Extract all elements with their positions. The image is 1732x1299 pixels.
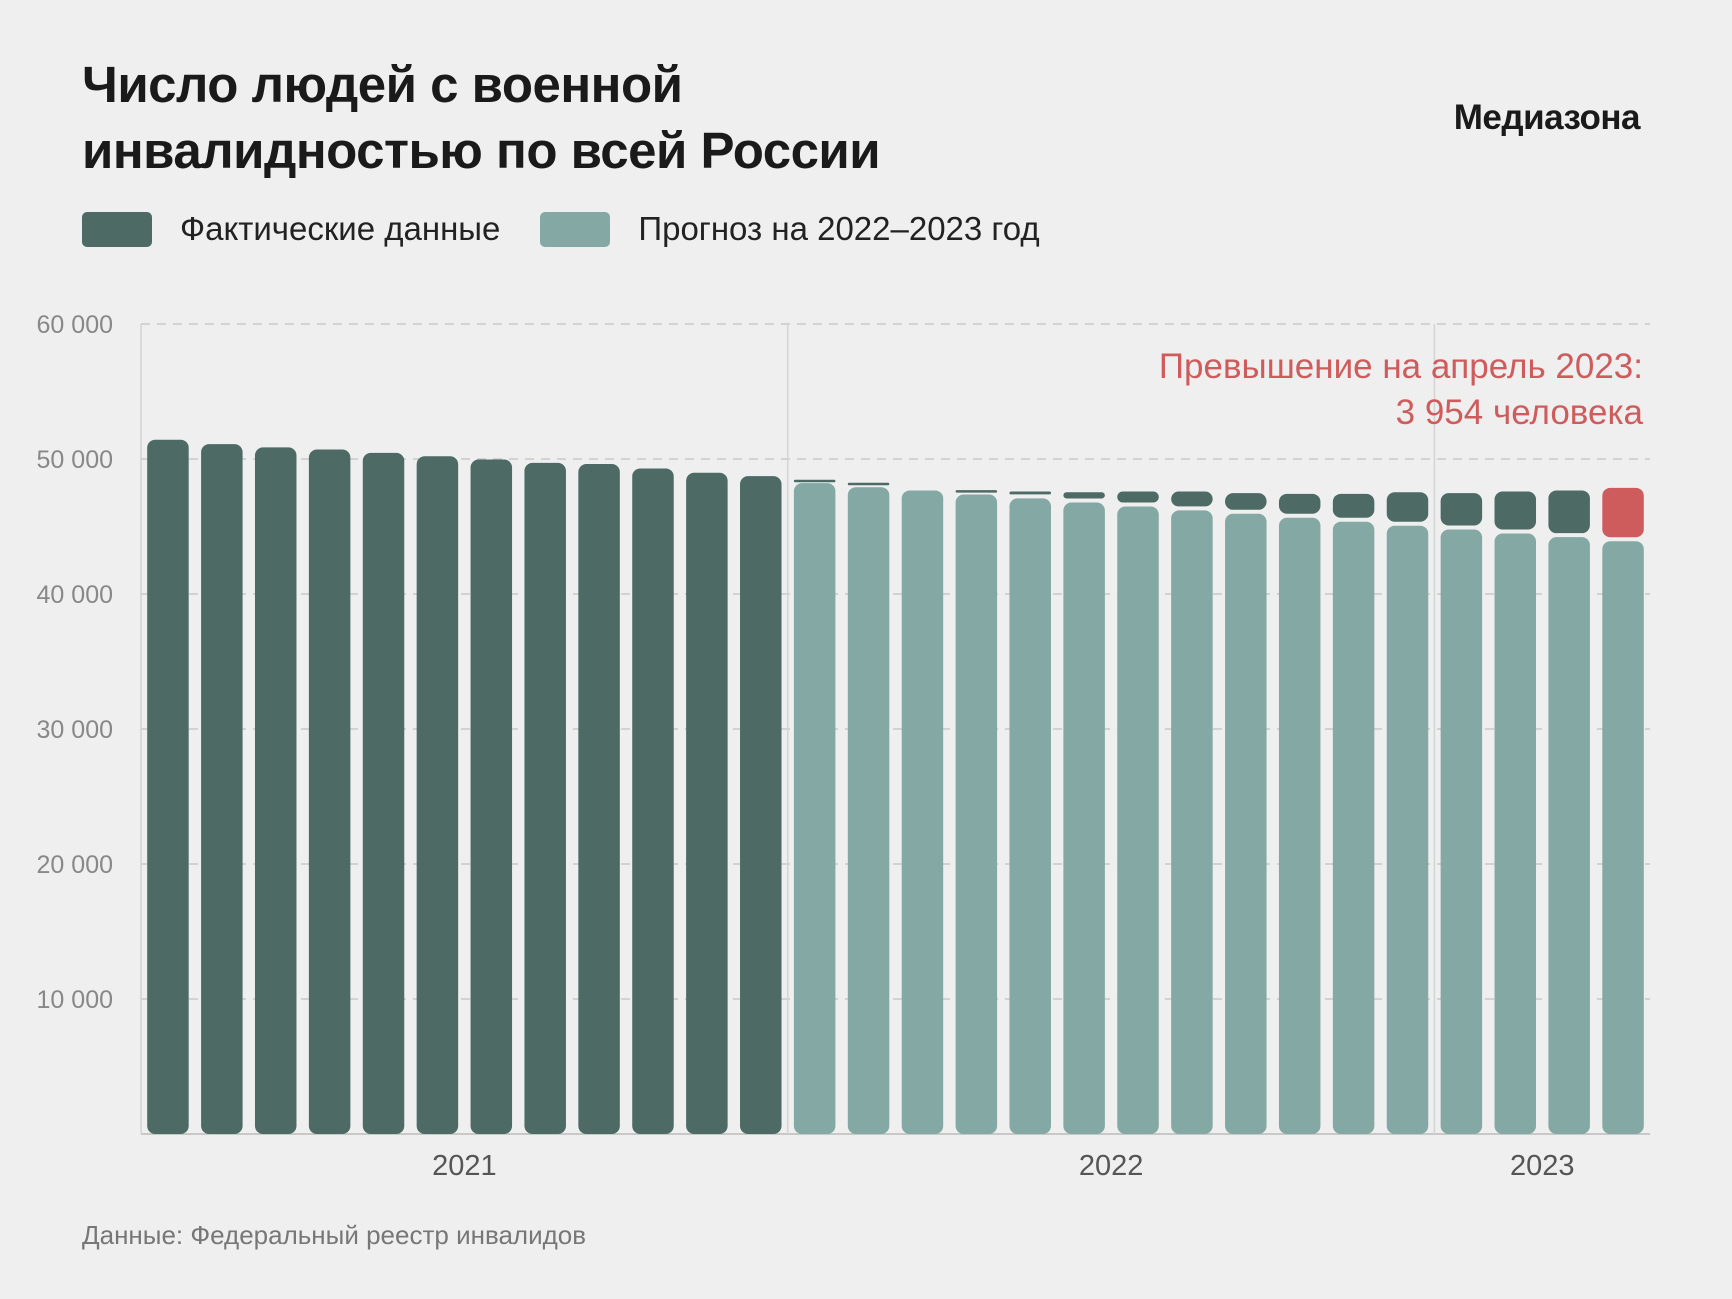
y-tick-label: 40 000: [37, 581, 113, 609]
bar-actual-2021: [254, 447, 297, 1134]
bar-actual-2021: [686, 472, 728, 1134]
bar-excess-actual: [1278, 493, 1321, 514]
legend-item-actual: Фактические данные: [82, 210, 500, 248]
legend-swatch-actual: [82, 211, 152, 247]
bar-actual-2021: [308, 449, 351, 1134]
bar-forecast: [1063, 502, 1105, 1135]
mediazona-logo: Медиазона: [1453, 98, 1641, 137]
bar-excess-actual: [847, 482, 890, 486]
legend: Фактические данные Прогноз на 2022–2023 …: [82, 210, 1080, 248]
title-line-2: инвалидностью по всей России: [82, 122, 881, 179]
bar-excess-actual: [1171, 491, 1213, 507]
bar-excess-actual: [1063, 492, 1105, 499]
bar-actual-2021: [524, 462, 566, 1134]
legend-item-forecast: Прогноз на 2022–2023 год: [540, 210, 1040, 248]
bar-forecast: [847, 487, 890, 1135]
legend-swatch-forecast: [540, 211, 611, 247]
bar-excess-actual: [1440, 493, 1483, 526]
bar-forecast: [901, 490, 944, 1135]
annotation-line-2: 3 954 человека: [1396, 393, 1644, 432]
bar-actual-2021: [362, 452, 405, 1134]
y-tick-label: 60 000: [37, 311, 113, 339]
bar-forecast: [1440, 529, 1483, 1134]
x-year-label: 2023: [1510, 1150, 1575, 1182]
bar-excess-actual: [793, 479, 836, 483]
bar-actual-2021: [147, 439, 189, 1134]
bar-excess-actual: [1548, 490, 1590, 534]
bar-excess-actual: [955, 490, 998, 493]
bar-actual-2021: [470, 459, 513, 1134]
legend-label-forecast: Прогноз на 2022–2023 год: [638, 210, 1040, 247]
bar-excess-actual: [1386, 492, 1429, 522]
annotation-line-1: Превышение на апрель 2023:: [1159, 347, 1643, 386]
bar-forecast: [1602, 541, 1644, 1134]
bar-forecast: [793, 483, 836, 1134]
y-tick-label: 10 000: [37, 986, 113, 1014]
bar-forecast: [955, 494, 998, 1134]
bar-forecast: [1117, 506, 1159, 1134]
bar-excess-actual: [1494, 491, 1537, 530]
title-line-1: Число людей с военной: [82, 56, 683, 113]
bar-excess-highlight: [1602, 487, 1644, 538]
y-tick-label: 30 000: [37, 716, 113, 744]
y-tick-label: 20 000: [37, 851, 113, 879]
x-year-label: 2021: [432, 1150, 497, 1182]
bar-actual-2021: [201, 444, 243, 1134]
bar-actual-2021: [740, 476, 782, 1134]
bar-excess-actual: [1009, 491, 1051, 495]
bar-forecast: [1009, 498, 1051, 1134]
bar-forecast: [1278, 517, 1321, 1134]
bar-forecast: [1548, 537, 1590, 1134]
bar-excess-actual: [1332, 493, 1375, 518]
source-note: Данные: Федеральный реестр инвалидов: [82, 1220, 587, 1250]
y-tick-label: 50 000: [37, 446, 113, 474]
bar-forecast: [1225, 513, 1267, 1134]
bar-actual-2021: [632, 468, 674, 1134]
legend-label-actual: Фактические данные: [180, 210, 501, 247]
bar-excess-actual: [1225, 493, 1267, 510]
bar-forecast: [1332, 521, 1375, 1134]
x-year-label: 2022: [1079, 1150, 1144, 1182]
bar-actual-2021: [578, 463, 620, 1134]
bar-forecast: [1171, 510, 1213, 1134]
bar-forecast: [1494, 533, 1537, 1134]
bar-excess-actual: [1117, 491, 1159, 503]
chart-title: Число людей с военной инвалидностью по в…: [82, 52, 881, 184]
bar-forecast: [1386, 525, 1429, 1134]
bar-actual-2021: [416, 456, 459, 1134]
